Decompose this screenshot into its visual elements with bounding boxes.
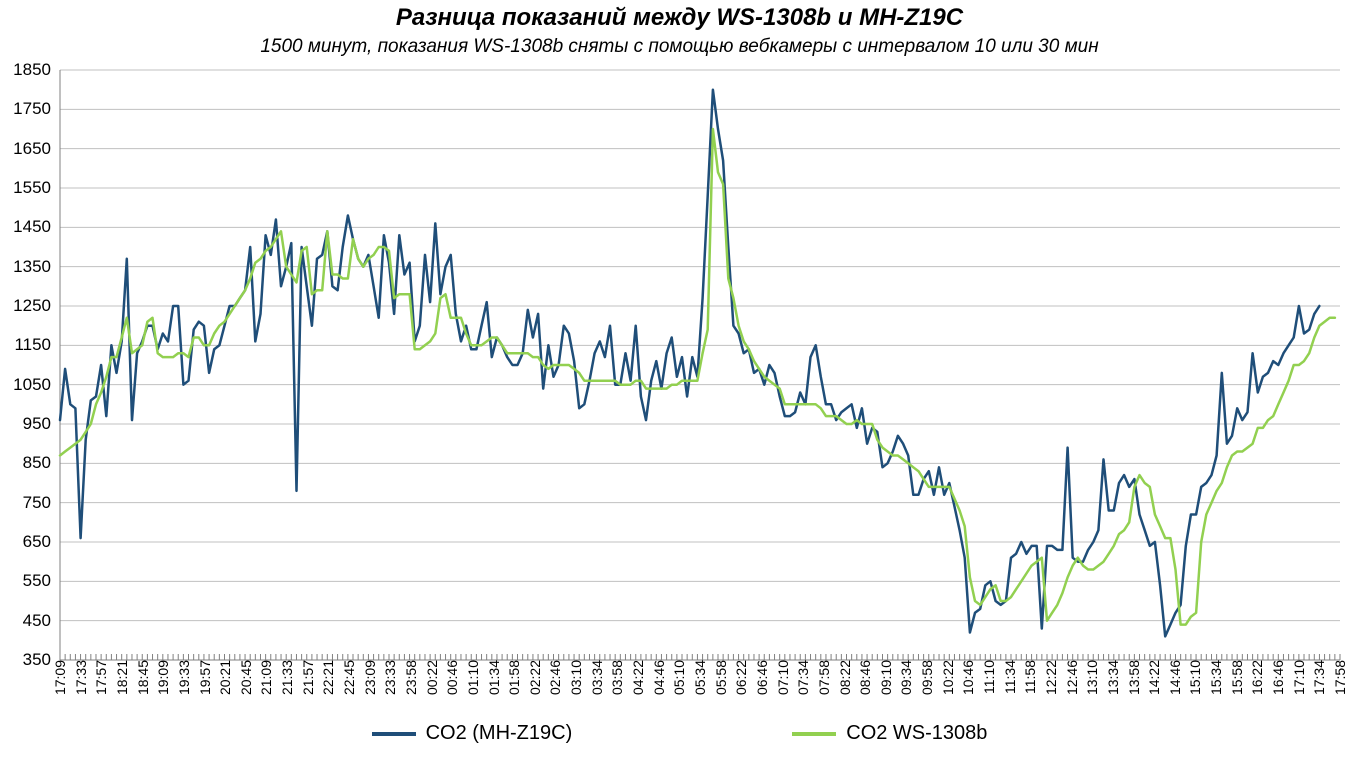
x-tick-label: 04:22 [630, 660, 646, 695]
x-tick-label: 13:10 [1084, 660, 1100, 695]
x-tick-label: 17:57 [93, 660, 109, 695]
x-tick-label: 17:33 [73, 660, 89, 695]
legend: CO2 (MH-Z19C) CO2 WS-1308b [0, 722, 1359, 745]
legend-label-2: CO2 WS-1308b [846, 722, 987, 745]
x-tick-label: 22:21 [320, 660, 336, 695]
x-tick-label: 19:09 [155, 660, 171, 695]
y-tick-label: 950 [23, 414, 51, 434]
x-tick-label: 17:58 [1332, 660, 1348, 695]
x-tick-label: 19:57 [197, 660, 213, 695]
x-tick-label: 22:45 [341, 660, 357, 695]
x-tick-label: 01:34 [486, 660, 502, 695]
x-tick-label: 06:22 [733, 660, 749, 695]
x-tick-label: 21:09 [258, 660, 274, 695]
x-tick-label: 10:46 [960, 660, 976, 695]
y-tick-label: 450 [23, 611, 51, 631]
x-tick-label: 01:58 [506, 660, 522, 695]
x-tick-label: 23:09 [362, 660, 378, 695]
x-tick-label: 20:21 [217, 660, 233, 695]
x-tick-label: 05:58 [713, 660, 729, 695]
x-tick-label: 06:46 [754, 660, 770, 695]
x-tick-label: 23:33 [382, 660, 398, 695]
x-tick-label: 14:22 [1146, 660, 1162, 695]
x-tick-label: 10:22 [940, 660, 956, 695]
x-tick-label: 23:58 [403, 660, 419, 695]
x-tick-label: 18:45 [135, 660, 151, 695]
y-tick-label: 1350 [13, 257, 51, 277]
x-tick-label: 08:46 [857, 660, 873, 695]
chart-title: Разница показаний между WS-1308b и MH-Z1… [0, 4, 1359, 32]
x-tick-label: 07:58 [816, 660, 832, 695]
x-tick-label: 21:57 [300, 660, 316, 695]
x-tick-label: 18:21 [114, 660, 130, 695]
y-axis-labels: 3504505506507508509501050115012501350145… [0, 70, 55, 660]
chart-subtitle: 1500 минут, показания WS-1308b сняты с п… [0, 36, 1359, 58]
x-tick-label: 02:22 [527, 660, 543, 695]
y-tick-label: 750 [23, 493, 51, 513]
x-tick-label: 11:10 [981, 660, 997, 694]
x-tick-label: 17:10 [1291, 660, 1307, 695]
legend-swatch-1 [372, 732, 416, 736]
x-tick-label: 07:10 [775, 660, 791, 695]
x-tick-label: 01:10 [465, 660, 481, 695]
x-tick-label: 14:46 [1167, 660, 1183, 695]
x-tick-label: 17:34 [1311, 660, 1327, 695]
legend-item-1: CO2 (MH-Z19C) [372, 722, 573, 745]
x-tick-label: 03:10 [568, 660, 584, 695]
x-tick-label: 00:46 [444, 660, 460, 695]
x-tick-label: 09:58 [919, 660, 935, 695]
x-tick-label: 09:10 [878, 660, 894, 695]
plot-svg [60, 70, 1340, 660]
x-tick-label: 21:33 [279, 660, 295, 695]
x-tick-label: 03:58 [609, 660, 625, 695]
x-tick-label: 02:46 [547, 660, 563, 695]
x-tick-label: 15:34 [1208, 660, 1224, 695]
x-tick-label: 08:22 [837, 660, 853, 695]
legend-label-1: CO2 (MH-Z19C) [426, 722, 573, 745]
x-tick-label: 15:10 [1187, 660, 1203, 695]
x-tick-label: 17:09 [52, 660, 68, 695]
x-tick-label: 09:34 [898, 660, 914, 695]
x-tick-label: 05:10 [671, 660, 687, 695]
x-tick-label: 00:22 [424, 660, 440, 695]
x-tick-label: 13:58 [1126, 660, 1142, 695]
y-tick-label: 1750 [13, 99, 51, 119]
y-tick-label: 1250 [13, 296, 51, 316]
y-tick-label: 1450 [13, 217, 51, 237]
x-tick-label: 20:45 [238, 660, 254, 695]
y-tick-label: 550 [23, 571, 51, 591]
x-tick-label: 16:46 [1270, 660, 1286, 695]
y-tick-label: 1850 [13, 60, 51, 80]
x-tick-label: 15:58 [1229, 660, 1245, 695]
y-tick-label: 850 [23, 453, 51, 473]
x-axis-labels: 17:0917:3317:5718:2118:4519:0919:3319:57… [60, 660, 1340, 720]
x-tick-label: 05:34 [692, 660, 708, 695]
x-tick-label: 12:46 [1064, 660, 1080, 695]
legend-swatch-2 [792, 732, 836, 736]
y-tick-label: 350 [23, 650, 51, 670]
y-tick-label: 1150 [14, 335, 51, 355]
x-tick-label: 11:58 [1022, 660, 1038, 694]
y-tick-label: 650 [23, 532, 51, 552]
y-tick-label: 1050 [13, 375, 51, 395]
x-tick-label: 12:22 [1043, 660, 1059, 695]
legend-item-2: CO2 WS-1308b [792, 722, 987, 745]
y-tick-label: 1550 [13, 178, 51, 198]
x-tick-label: 13:34 [1105, 660, 1121, 695]
x-tick-label: 16:22 [1249, 660, 1265, 695]
chart-container: Разница показаний между WS-1308b и MH-Z1… [0, 0, 1359, 758]
y-tick-label: 1650 [13, 139, 51, 159]
x-tick-label: 07:34 [795, 660, 811, 695]
x-tick-label: 04:46 [651, 660, 667, 695]
plot-area [60, 70, 1340, 660]
x-tick-label: 03:34 [589, 660, 605, 695]
x-tick-label: 19:33 [176, 660, 192, 695]
x-tick-label: 11:34 [1002, 660, 1018, 694]
